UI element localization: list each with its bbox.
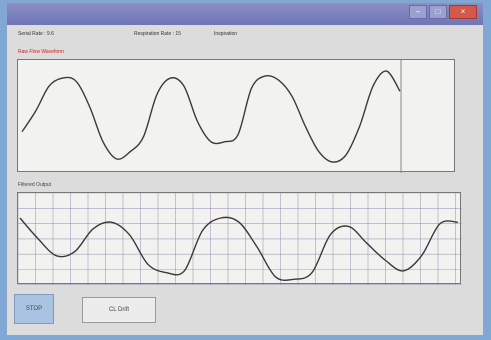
respiration-rate-label: Respiration Rate : 15	[134, 31, 181, 37]
serial-rate-label: Serial Rate : 9.6	[18, 31, 54, 37]
close-icon[interactable]: ×	[449, 5, 477, 19]
bottom-plot	[17, 192, 462, 285]
bottom-plot-grid	[18, 193, 462, 285]
top-plot-label: Raw Flow Waveform	[18, 49, 64, 55]
title-bar[interactable]: – □ ×	[7, 3, 483, 25]
window-controls: – □ ×	[409, 5, 477, 19]
stop-button[interactable]: STOP	[14, 294, 54, 324]
bottom-plot-svg	[18, 193, 462, 285]
maximize-icon[interactable]: □	[429, 5, 447, 19]
top-plot	[17, 59, 455, 173]
bottom-plot-label: Filtered Output	[18, 182, 52, 188]
top-plot-svg	[21, 60, 402, 173]
inspiration-label: Inspiration	[214, 31, 238, 37]
drift-button[interactable]: CL Drift	[82, 297, 156, 323]
minimize-icon[interactable]: –	[409, 5, 427, 19]
bottom-plot-line	[19, 216, 459, 281]
top-plot-line	[21, 70, 401, 163]
